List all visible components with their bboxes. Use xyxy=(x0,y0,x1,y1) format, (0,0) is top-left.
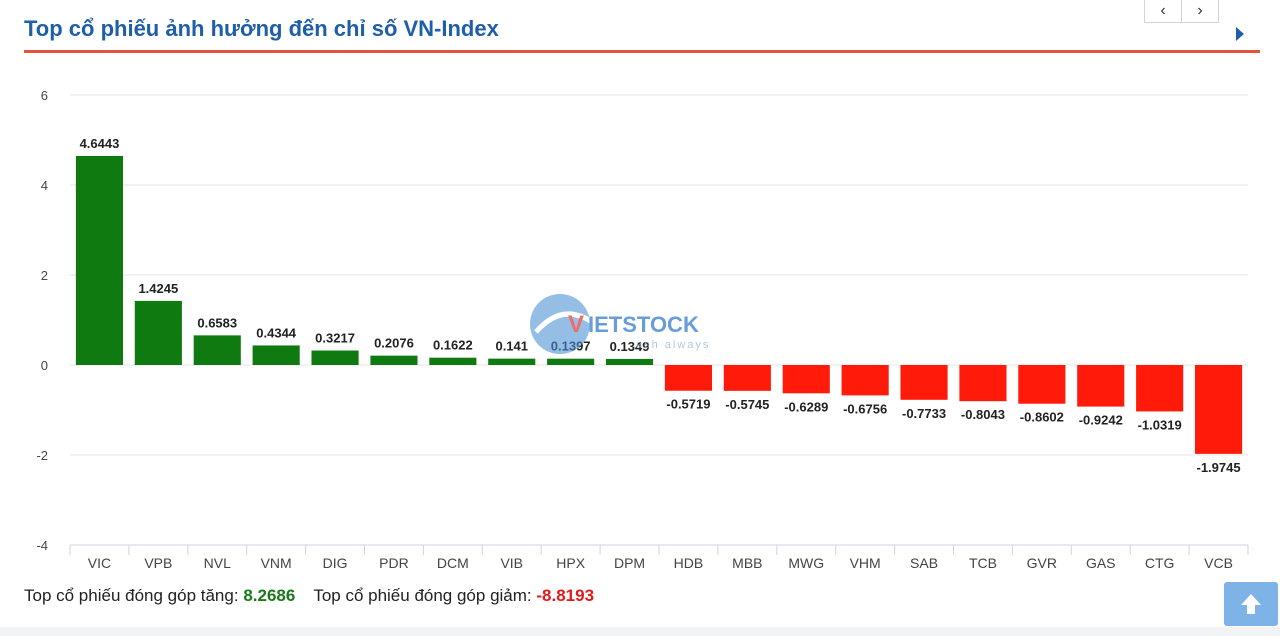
data-label: -0.8602 xyxy=(1020,410,1064,425)
bar-gvr xyxy=(1018,365,1066,404)
data-label: 4.6443 xyxy=(80,136,120,151)
data-label: -0.9242 xyxy=(1079,413,1123,428)
losers-total: -8.8193 xyxy=(536,586,595,605)
chart-title: Top cổ phiếu ảnh hưởng đến chỉ số VN-Ind… xyxy=(24,16,499,41)
y-tick-label: 2 xyxy=(41,268,48,283)
data-label: 0.141 xyxy=(495,339,528,354)
data-label: -1.9745 xyxy=(1197,460,1241,475)
watermark-swoosh xyxy=(534,311,594,334)
x-tick-label: TCB xyxy=(969,555,997,571)
arrow-up-icon xyxy=(1241,594,1261,614)
summary-footer: Top cổ phiếu đóng góp tăng: 8.2686 Top c… xyxy=(24,586,594,606)
data-label: 1.4245 xyxy=(138,281,178,296)
bar-vnm xyxy=(252,345,300,365)
x-tick-label: DIG xyxy=(323,555,348,571)
x-tick-label: VNM xyxy=(261,555,292,571)
bar-gas xyxy=(1077,365,1125,407)
bar-vib xyxy=(488,358,536,365)
watermark-letter-v: V xyxy=(568,311,584,338)
losers-label: Top cổ phiếu đóng góp giảm: xyxy=(313,586,532,605)
data-label: -1.0319 xyxy=(1138,417,1182,432)
watermark-tagline: ash always xyxy=(636,339,710,351)
data-label: 0.3217 xyxy=(315,331,355,346)
gainers-label: Top cổ phiếu đóng góp tăng: xyxy=(24,586,239,605)
bar-vhm xyxy=(841,365,889,396)
bar-dpm xyxy=(605,358,654,365)
scroll-to-top-button[interactable] xyxy=(1224,582,1278,626)
bar-vic xyxy=(75,156,124,365)
x-tick-label: MWG xyxy=(788,555,824,571)
x-tick-label: NVL xyxy=(204,555,231,571)
x-tick-label: VCB xyxy=(1204,555,1233,571)
bar-dcm xyxy=(429,357,477,365)
x-tick-label: DCM xyxy=(437,555,469,571)
bar-chart: 6 4 2 0 -2 -4 4.6443 VIC 1.4245 VPB 0.6583 NVL 0.434… xyxy=(36,88,1249,571)
x-tick-label: GAS xyxy=(1086,555,1116,571)
y-tick-label: 6 xyxy=(41,88,48,103)
gainers-total: 8.2686 xyxy=(243,586,296,605)
gainers-summary: Top cổ phiếu đóng góp tăng: 8.2686 xyxy=(24,586,295,606)
bar-vcb xyxy=(1194,365,1243,454)
x-tick-label: VIC xyxy=(88,555,111,571)
x-tick-label: SAB xyxy=(910,555,938,571)
x-tick-label: CTG xyxy=(1145,555,1175,571)
prev-button[interactable]: ‹ xyxy=(1144,0,1182,23)
watermark-globe xyxy=(530,294,590,354)
x-tick-label: VPB xyxy=(144,555,172,571)
x-tick-label: MBB xyxy=(732,555,762,571)
x-tick-label: VHM xyxy=(850,555,881,571)
watermark-brand: IETSTOCK xyxy=(588,312,699,337)
bar-hpx xyxy=(547,358,595,365)
bar-mwg xyxy=(782,365,830,394)
x-tick-label: HDB xyxy=(674,555,704,571)
bar-vpb xyxy=(134,300,182,365)
data-label: -0.5719 xyxy=(666,397,710,412)
vietstock-watermark: V IETSTOCK ash always xyxy=(530,294,710,354)
x-tick-label: GVR xyxy=(1027,555,1057,571)
chevron-right-icon: › xyxy=(1197,2,1203,19)
x-tick-label: HPX xyxy=(556,555,585,571)
bar-mbb xyxy=(723,365,771,391)
bottom-bar xyxy=(0,627,1280,636)
bar-sab xyxy=(900,365,948,400)
bar-pdr xyxy=(370,355,418,365)
data-label: 0.1622 xyxy=(433,338,473,353)
data-label: 0.6583 xyxy=(197,315,237,330)
data-label: -0.8043 xyxy=(961,407,1005,422)
y-tick-label: 4 xyxy=(41,178,48,193)
y-tick-label: -4 xyxy=(36,538,48,553)
bar-dig xyxy=(311,350,359,365)
y-tick-label: 0 xyxy=(41,358,48,373)
bar-tcb xyxy=(959,365,1007,402)
losers-summary: Top cổ phiếu đóng góp giảm: -8.8193 xyxy=(313,586,594,606)
x-tick-label: DPM xyxy=(614,555,645,571)
bar-hdb xyxy=(664,365,713,391)
chart-pager: ‹ › xyxy=(1144,0,1219,23)
data-label: 0.2076 xyxy=(374,336,414,351)
data-label: -0.6756 xyxy=(843,401,887,416)
data-label: -0.7733 xyxy=(902,406,946,421)
bar-ctg xyxy=(1136,365,1184,412)
x-tick-label: VIB xyxy=(500,555,523,571)
bar-nvl xyxy=(193,335,241,365)
next-button[interactable]: › xyxy=(1182,0,1219,23)
data-label: -0.6289 xyxy=(784,399,828,414)
y-tick-label: -2 xyxy=(36,448,48,463)
title-divider xyxy=(24,50,1260,53)
data-label: -0.5745 xyxy=(725,397,769,412)
more-arrow-icon[interactable] xyxy=(1236,27,1244,41)
data-label: 0.1349 xyxy=(610,339,650,354)
x-tick-label: PDR xyxy=(379,555,409,571)
data-label: 0.4344 xyxy=(256,325,297,340)
chevron-left-icon: ‹ xyxy=(1160,2,1166,19)
